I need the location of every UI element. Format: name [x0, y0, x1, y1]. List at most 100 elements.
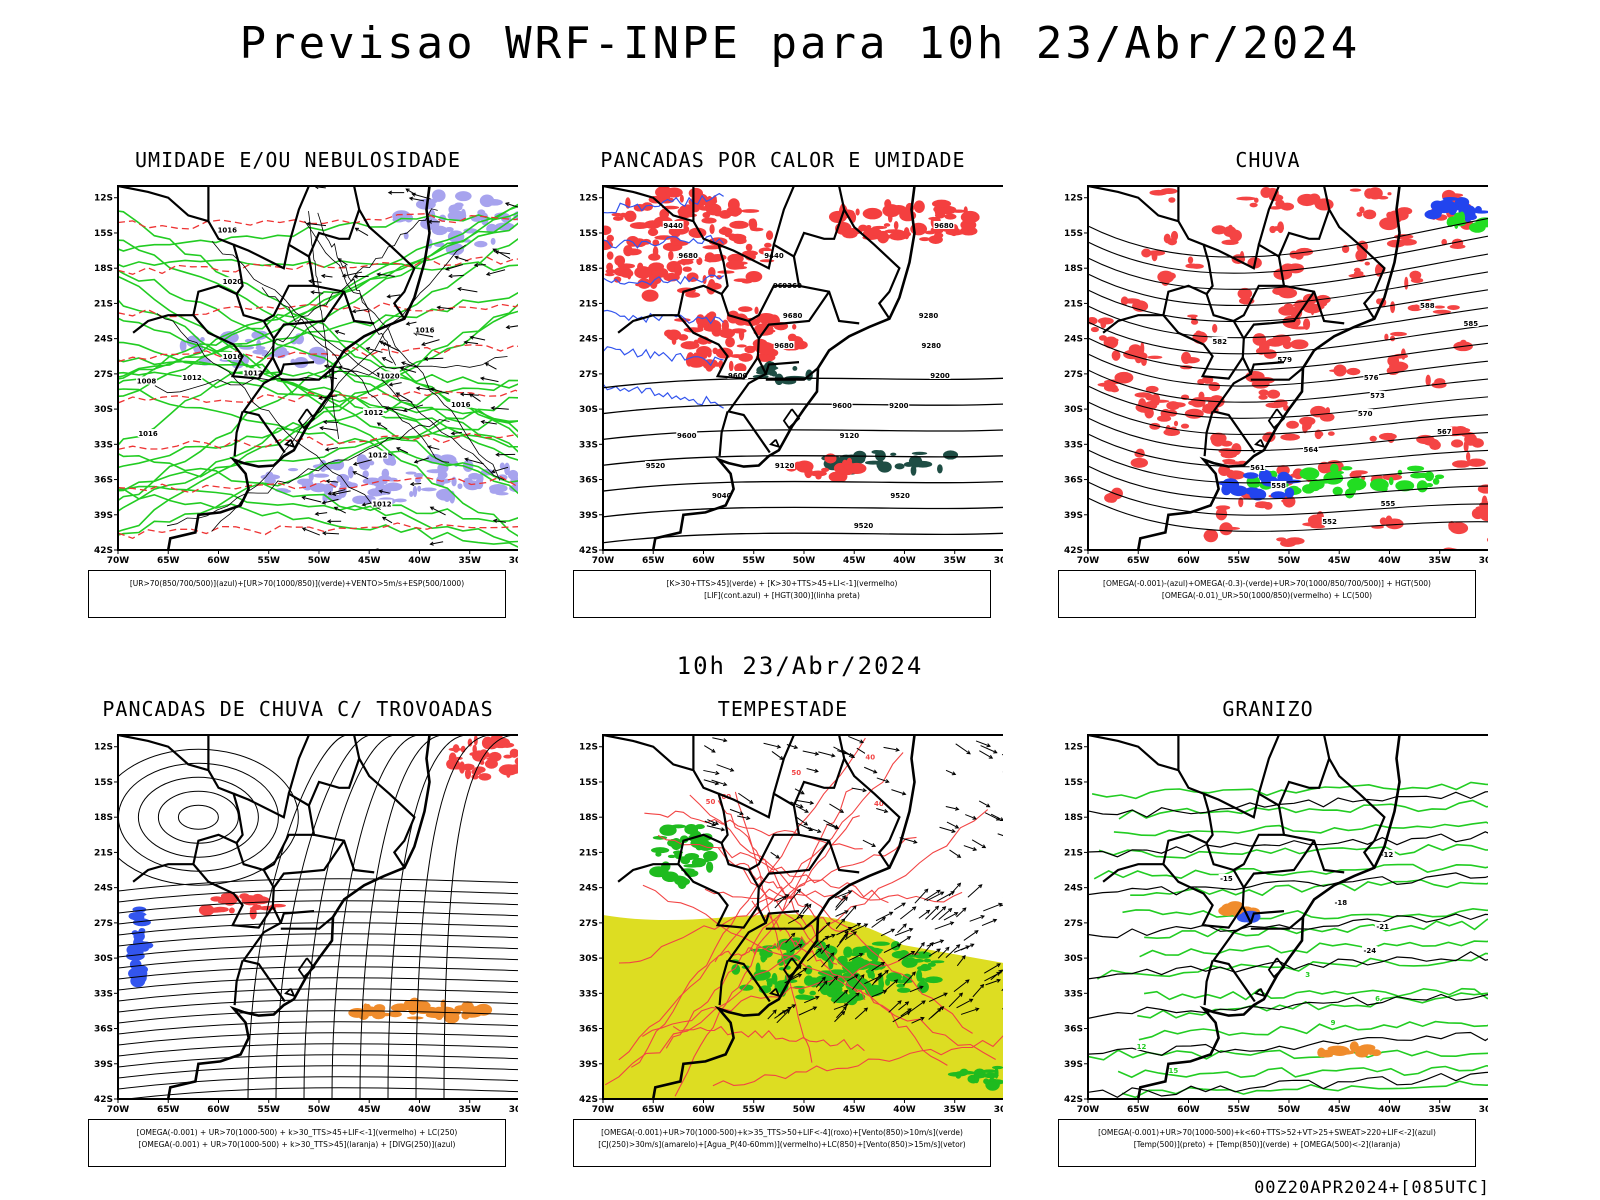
streamline — [118, 878, 518, 892]
wind-vector-head — [882, 990, 888, 994]
lagoon — [284, 438, 296, 449]
streamline-850 — [631, 737, 866, 1068]
wind-vector-head — [469, 335, 474, 340]
temp850-contour — [1143, 987, 1488, 1001]
hgt300-contour — [603, 429, 1003, 441]
streamline — [303, 735, 397, 1099]
contour-label: 555 — [1381, 500, 1396, 508]
low-level-jet-area — [923, 958, 932, 963]
wind-vector — [945, 806, 959, 810]
thunder-area — [499, 742, 515, 748]
lat-label: 33S — [1064, 440, 1083, 450]
wind-vector-head — [318, 395, 323, 401]
wind-vector-head — [896, 943, 902, 948]
rain-area — [1450, 439, 1464, 448]
contour-label-bg — [414, 325, 436, 334]
instability-area — [654, 235, 674, 240]
wind-vector-head — [929, 941, 934, 947]
humid-upper-area — [274, 351, 287, 359]
lat-label: 36S — [1064, 1025, 1083, 1035]
lon-label: 70W — [592, 556, 615, 566]
rain-area — [1444, 193, 1464, 198]
wind-vector — [984, 963, 1001, 974]
wind-vector — [839, 930, 849, 943]
thunder-area — [509, 748, 518, 758]
wind-vector-head — [352, 471, 357, 475]
low-level-jet-area — [911, 958, 925, 963]
lagoon — [297, 408, 316, 430]
wind-vector-head — [715, 770, 720, 776]
wind-vector — [804, 996, 819, 1004]
wind-vector-head — [841, 894, 846, 900]
panel-title: GRANIZO — [1222, 697, 1314, 721]
wind-vector-head — [890, 928, 896, 933]
rain-area — [1134, 392, 1152, 398]
wind-vector-head — [408, 196, 414, 201]
rain-area — [1258, 394, 1268, 400]
wind-vector-head — [956, 853, 962, 858]
wind-vector-head — [772, 1009, 777, 1014]
map-background — [1088, 735, 1488, 1099]
omega-strong-area — [1468, 222, 1486, 233]
wind-vector-head — [955, 806, 960, 811]
wind-vector — [424, 357, 444, 360]
legend-line: [OMEGA(-0.001) + UR>70(1000-500) + k>30_… — [138, 1140, 456, 1149]
panel-title: UMIDADE E/OU NEBULOSIDADE — [134, 148, 462, 172]
instability-area — [612, 216, 624, 221]
temp500-contour — [1088, 831, 1488, 858]
streamline — [118, 1043, 518, 1057]
contour-label: 9520 — [646, 462, 666, 470]
legend-line: [OMEGA(-0.001) + UR>70(1000-500) + k>30_… — [136, 1128, 458, 1137]
wind-vector-head — [405, 188, 410, 193]
rain-area — [1187, 314, 1198, 318]
humid-upper-area — [388, 457, 397, 466]
humid-upper-area — [409, 490, 414, 498]
state-border — [287, 735, 310, 795]
rain-area — [1319, 412, 1335, 422]
k-tts-area — [910, 465, 917, 476]
contour-label: 9 — [1331, 1019, 1336, 1027]
state-border — [233, 960, 244, 1006]
lagoon — [769, 438, 781, 449]
wind-vector — [979, 750, 993, 759]
contour-label: 558 — [1271, 482, 1286, 490]
low-level-jet-area — [694, 824, 705, 830]
contour-label-bg — [1276, 355, 1293, 363]
coastline — [1136, 735, 1401, 1099]
wind-vector-head — [902, 923, 907, 928]
wind-vector-head — [885, 779, 890, 784]
humid-upper-area — [251, 330, 268, 340]
wind-vector — [997, 833, 1003, 837]
lagoon — [284, 987, 296, 998]
wind-vector-head — [324, 447, 330, 452]
lat-label: 18S — [1064, 813, 1083, 823]
rain-area — [1409, 270, 1422, 280]
lat-label: 30S — [579, 954, 598, 964]
wind-vector-head — [739, 811, 744, 816]
contour-label: 40 — [865, 754, 875, 762]
contour-label-bg — [873, 798, 885, 807]
legend-box: [K>30+TTS>45](verde) + [K>30+TTS>45+LI<-… — [573, 570, 991, 618]
contour-label: 561 — [1250, 464, 1265, 472]
instability-area — [606, 251, 614, 260]
wind-vector — [899, 906, 916, 920]
wind-vector-head — [814, 768, 819, 773]
humid-upper-area — [312, 473, 330, 478]
contour-label-bg — [831, 401, 853, 409]
contour-label-bg — [222, 351, 243, 360]
contour-label-bg — [782, 311, 803, 319]
omega-strong-area — [1332, 486, 1343, 496]
omega-strong-area — [1416, 480, 1428, 493]
wind-vector-head — [974, 930, 979, 935]
humid-upper-area — [347, 466, 354, 479]
wind-vector-head — [809, 800, 815, 805]
wind-vector-head — [924, 888, 929, 893]
contour-label: 9120 — [775, 462, 795, 470]
wind-vector-head — [863, 1007, 869, 1012]
wind-vector — [485, 362, 497, 370]
pressure-contour — [156, 313, 381, 511]
humid-upper-area — [413, 473, 424, 478]
rain-area — [1188, 400, 1202, 406]
low-level-jet-area — [760, 953, 767, 963]
lat-label: 36S — [1064, 476, 1083, 486]
